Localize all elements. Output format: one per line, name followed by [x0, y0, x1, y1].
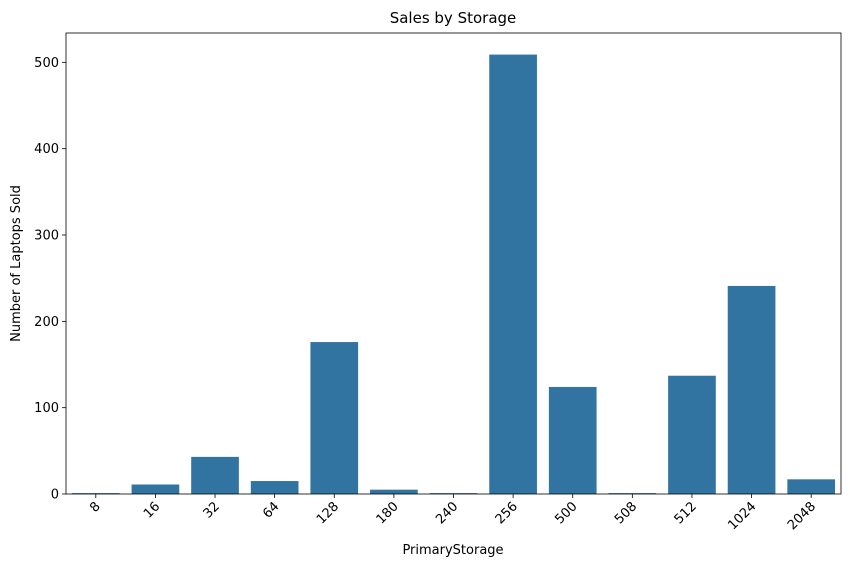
bar-256 [489, 54, 537, 494]
bar-8 [71, 493, 120, 494]
x-tick-label-8: 8 [87, 499, 103, 515]
x-tick-label-16: 16 [141, 499, 163, 521]
y-tick-label-100: 100 [34, 401, 59, 416]
bar-128 [310, 342, 359, 494]
chart-title: Sales by Storage [390, 9, 517, 27]
x-tick-label-500: 500 [552, 499, 580, 527]
x-tick-label-32: 32 [201, 499, 223, 521]
x-tick-label-2048: 2048 [785, 499, 819, 533]
bars-group [71, 54, 836, 494]
y-tick-label-0: 0 [51, 488, 59, 503]
x-tick-label-1024: 1024 [725, 499, 759, 533]
x-tick-label-64: 64 [260, 499, 282, 521]
bar-512 [668, 375, 716, 494]
x-tick-label-508: 508 [612, 499, 640, 527]
y-tick-label-300: 300 [34, 229, 59, 244]
bar-32 [191, 456, 239, 494]
y-tick-label-200: 200 [34, 315, 59, 330]
bar-508 [608, 493, 657, 494]
bar-2048 [787, 479, 836, 494]
x-tick-label-180: 180 [374, 499, 402, 527]
x-tick-label-512: 512 [672, 499, 700, 527]
x-tick-label-128: 128 [314, 499, 342, 527]
x-axis-label: PrimaryStorage [402, 543, 503, 558]
y-ticks: 0 100 200 300 400 500 [34, 56, 66, 503]
bar-16 [131, 484, 180, 494]
bar-64 [250, 481, 299, 494]
y-tick-label-400: 400 [34, 142, 59, 157]
bar-180 [370, 489, 418, 494]
bar-500 [548, 386, 597, 494]
x-tick-label-256: 256 [493, 499, 521, 527]
plot-frame [65, 32, 842, 495]
x-ticks: 8 16 32 64 128 180 240 256 500 508 512 1024 2048 [87, 494, 819, 533]
bar-1024 [727, 285, 776, 494]
y-tick-label-500: 500 [34, 56, 59, 71]
y-axis-label: Number of Laptops Sold [9, 185, 24, 342]
bar-240 [429, 493, 478, 494]
x-tick-label-240: 240 [433, 499, 461, 527]
